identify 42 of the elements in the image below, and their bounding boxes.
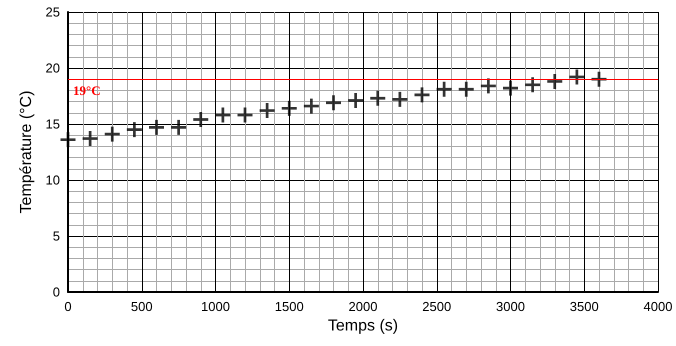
point xyxy=(171,120,186,135)
point xyxy=(282,100,297,116)
point xyxy=(60,132,76,148)
point xyxy=(260,103,275,118)
point xyxy=(503,80,518,96)
x-tick-label: 4000 xyxy=(644,299,672,314)
point xyxy=(238,108,252,123)
point xyxy=(525,77,540,92)
point xyxy=(304,98,319,114)
point xyxy=(392,92,408,107)
point xyxy=(458,82,474,97)
x-tick-label: 2500 xyxy=(422,299,452,314)
point xyxy=(326,95,341,110)
x-tick-label: 500 xyxy=(130,299,153,314)
point xyxy=(414,87,430,102)
x-tick-label: 3000 xyxy=(496,299,525,314)
x-tick-label: 1500 xyxy=(274,299,304,314)
y-tick-label: 5 xyxy=(52,228,60,244)
point xyxy=(215,108,230,123)
x-tick-label: 0 xyxy=(64,299,72,314)
y-tick-label: 10 xyxy=(46,172,60,188)
point xyxy=(480,78,496,94)
point xyxy=(126,122,142,138)
y-tick-label: 15 xyxy=(46,116,60,132)
ref-line-label: 19°C xyxy=(73,83,101,98)
point xyxy=(193,112,208,128)
point xyxy=(82,131,98,146)
point xyxy=(149,120,164,135)
x-tick-label: 3500 xyxy=(570,299,599,314)
point xyxy=(348,92,364,108)
point xyxy=(547,74,562,89)
x-axis-title: Temps (s) xyxy=(328,317,398,334)
point xyxy=(104,126,120,142)
y-tick-label: 25 xyxy=(46,4,60,20)
point xyxy=(569,69,584,84)
y-tick-label: 0 xyxy=(52,284,60,300)
x-tick-label: 2000 xyxy=(348,299,378,314)
point xyxy=(370,90,386,106)
x-tick-label: 1000 xyxy=(201,299,230,314)
y-tick-label: 20 xyxy=(46,60,60,76)
point xyxy=(436,82,452,97)
y-axis-title: Température (°C) xyxy=(18,90,36,214)
